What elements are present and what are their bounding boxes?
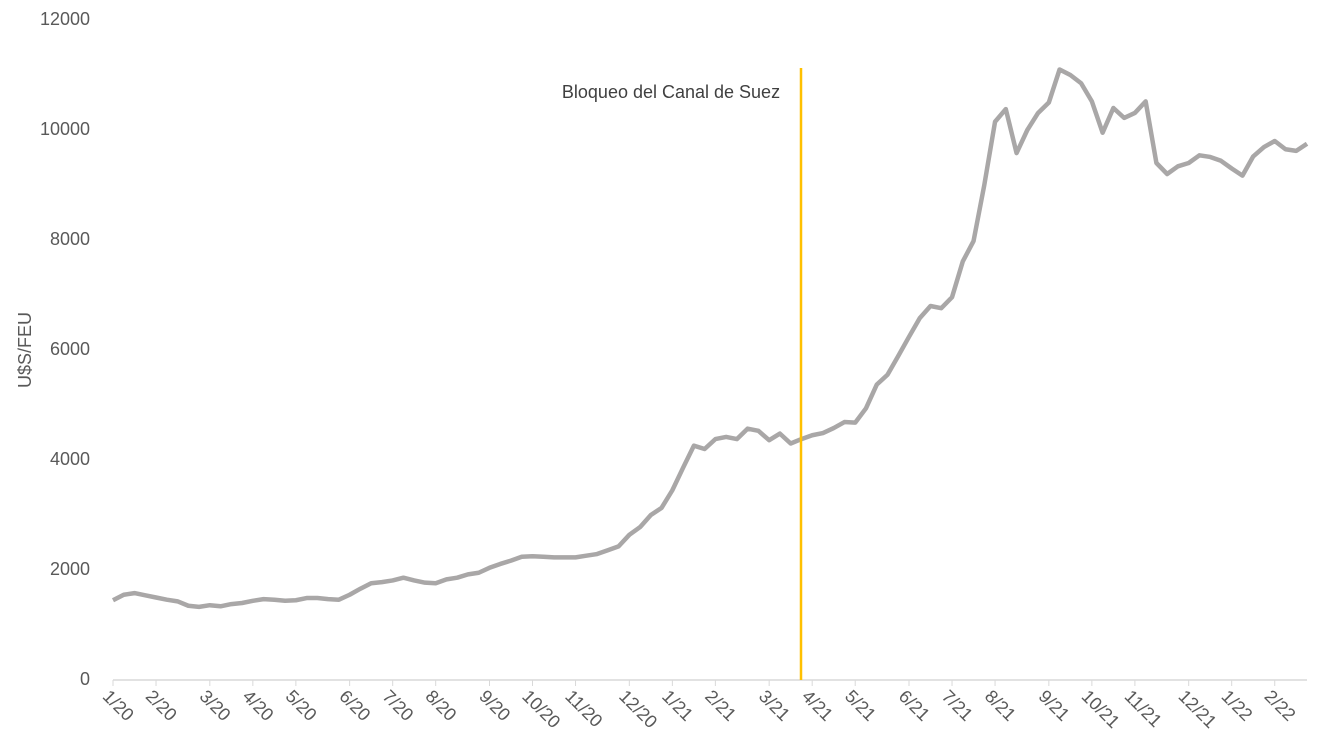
y-tick-label: 6000: [50, 339, 90, 359]
x-tick-label: 12/20: [615, 686, 661, 732]
y-axis-label: U$S/FEU: [15, 312, 35, 388]
x-tick-label: 8/20: [422, 686, 461, 725]
y-tick-label: 0: [80, 669, 90, 689]
x-tick-label: 1/20: [99, 686, 138, 725]
y-tick-label: 8000: [50, 229, 90, 249]
y-tick-label: 12000: [40, 9, 90, 29]
x-tick-label: 9/21: [1035, 686, 1074, 725]
x-tick-label: 5/20: [282, 686, 321, 725]
x-tick-label: 2/20: [142, 686, 181, 725]
x-tick-label: 12/21: [1174, 686, 1220, 732]
x-tick-label: 2/21: [701, 686, 740, 725]
y-tick-label: 10000: [40, 119, 90, 139]
x-tick-label: 4/21: [798, 686, 837, 725]
x-tick-label: 1/21: [658, 686, 697, 725]
x-tick-label: 2/22: [1261, 686, 1300, 725]
annotation: Bloqueo del Canal de Suez: [561, 82, 781, 102]
x-tick-label: 4/20: [239, 686, 278, 725]
x-tick-label: 6/21: [895, 686, 934, 725]
x-tick-label: 10/21: [1078, 686, 1124, 732]
y-tick-label: 4000: [50, 449, 90, 469]
x-tick-label: 7/20: [378, 686, 417, 725]
x-tick-label: 3/20: [196, 686, 235, 725]
y-tick-label: 2000: [50, 559, 90, 579]
x-tick-label: 1/22: [1218, 686, 1257, 725]
x-tick-label: 3/21: [755, 686, 794, 725]
x-tick-label: 5/21: [841, 686, 880, 725]
x-tick-label: 9/20: [475, 686, 514, 725]
x-tick-label: 10/20: [518, 686, 564, 732]
x-tick-label: 8/21: [981, 686, 1020, 725]
x-tick-label: 11/21: [1121, 686, 1166, 731]
x-tick-label: 11/20: [561, 686, 606, 731]
x-tick-label: 6/20: [335, 686, 374, 725]
x-tick-label: 7/21: [938, 686, 977, 725]
line-series: [111, 67, 1309, 610]
